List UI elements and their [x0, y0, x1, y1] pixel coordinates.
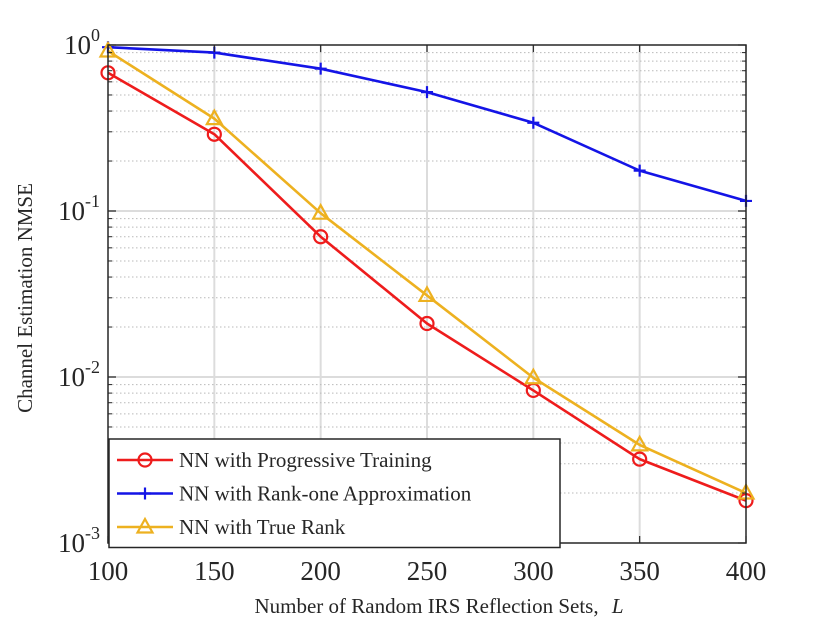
series-line [107, 71, 747, 502]
x-tick-label: 150 [194, 556, 235, 586]
x-axis-label-text: Number of Random IRS Reflection Sets, [254, 594, 598, 618]
x-tick-label: 250 [407, 556, 448, 586]
data-point-triangle [417, 285, 437, 303]
data-point-triangle [204, 108, 224, 126]
legend-label: NN with Rank-one Approximation [179, 482, 472, 506]
legend-item: NN with True Rank [117, 515, 346, 539]
y-tick-label-base: 10 [58, 362, 85, 392]
x-tick-label: 200 [300, 556, 341, 586]
y-tick-label-exponent: -1 [85, 191, 100, 211]
legend-item: NN with Progressive Training [117, 448, 432, 472]
x-tick-label: 300 [513, 556, 554, 586]
y-tick-label-base: 10 [64, 30, 91, 60]
y-tick-label-exponent: 0 [91, 25, 100, 45]
legend-label: NN with True Rank [179, 515, 346, 539]
legend-box [108, 438, 561, 549]
x-axis-label: Number of Random IRS Reflection Sets, L [254, 594, 623, 618]
y-tick-label: 10-1 [58, 191, 100, 226]
data-point-circle [137, 452, 153, 468]
data-point-triangle [311, 202, 331, 220]
x-tick-label: 100 [88, 556, 129, 586]
y-axis-label: Channel Estimation NMSE [13, 183, 37, 413]
legend-items: NN with Progressive Training NN with Rank… [117, 448, 472, 539]
x-tick-label: 400 [726, 556, 767, 586]
legend-label: NN with Progressive Training [179, 448, 432, 472]
x-axis-label-symbol: L [611, 594, 624, 618]
data-point-circle [206, 126, 222, 142]
series-line [107, 49, 747, 495]
data-point-plus [421, 86, 433, 99]
legend-item: NN with Rank-one Approximation [117, 482, 472, 506]
x-tick-label: 350 [619, 556, 660, 586]
y-tick-label: 10-3 [58, 523, 100, 558]
series-circle [100, 65, 754, 509]
data-point-circle [632, 451, 648, 467]
data-point-plus [314, 62, 327, 75]
data-point-circle [313, 229, 329, 245]
y-tick-label: 100 [64, 25, 100, 60]
y-tick-label-exponent: -2 [85, 357, 100, 377]
y-tick-label-exponent: -3 [85, 523, 100, 543]
data-point-triangle [135, 516, 155, 534]
y-tick-label: 10-2 [58, 357, 100, 392]
data-point-plus [527, 116, 540, 129]
data-point-triangle [523, 367, 543, 385]
y-tick-label-base: 10 [58, 196, 85, 226]
legend: NN with Progressive Training NN with Rank… [108, 438, 561, 549]
series-triangle [98, 40, 756, 500]
data-point-circle [419, 315, 435, 332]
data-point-plus [633, 164, 646, 177]
data-point-plus [139, 487, 151, 500]
data-point-triangle [630, 434, 650, 452]
y-tick-label-base: 10 [58, 528, 85, 558]
